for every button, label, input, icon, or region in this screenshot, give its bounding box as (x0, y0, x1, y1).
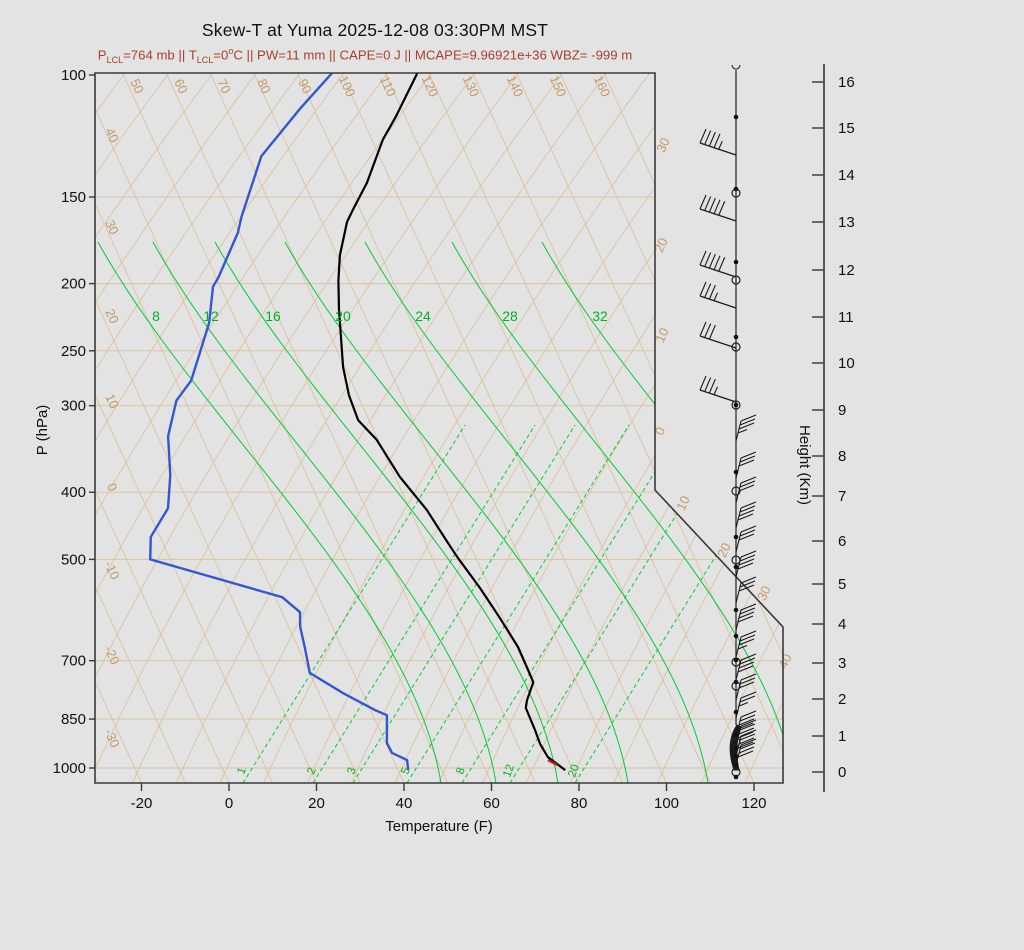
svg-text:16: 16 (265, 308, 281, 324)
svg-text:30: 30 (754, 583, 774, 602)
temperature-axis-title: Temperature (F) (385, 818, 493, 835)
sounding-profiles (149, 73, 566, 771)
svg-text:24: 24 (415, 308, 431, 324)
svg-text:700: 700 (61, 653, 86, 670)
svg-text:-20: -20 (101, 643, 123, 666)
svg-text:13: 13 (838, 214, 855, 231)
dewpoint-curve (149, 73, 410, 771)
temperature-axis: -20 0 20 40 60 80 100 120 Temperature (F) (131, 783, 767, 835)
svg-text:3: 3 (838, 655, 846, 672)
svg-text:20: 20 (102, 306, 122, 325)
svg-text:250: 250 (61, 343, 86, 360)
svg-text:120: 120 (741, 795, 766, 812)
svg-text:50: 50 (127, 76, 147, 95)
svg-text:3: 3 (345, 766, 358, 776)
svg-text:10: 10 (102, 391, 122, 410)
svg-text:0: 0 (838, 764, 846, 781)
svg-text:7: 7 (838, 488, 846, 505)
svg-text:32: 32 (592, 308, 608, 324)
moist-adiabat-labels: 8 12 16 20 24 28 321 2 3 5 8 12 20 (152, 308, 608, 779)
svg-text:90: 90 (295, 76, 315, 95)
chart-title: Skew-T at Yuma 2025-12-08 03:30PM MST (201, 20, 549, 40)
svg-text:1000: 1000 (53, 760, 86, 777)
svg-text:12: 12 (501, 763, 517, 779)
svg-text:4: 4 (838, 616, 846, 633)
pressure-axis-title: P (hPa) (34, 405, 51, 456)
svg-text:400: 400 (61, 484, 86, 501)
svg-text:40: 40 (102, 125, 122, 144)
svg-text:5: 5 (838, 576, 846, 593)
svg-text:15: 15 (838, 120, 855, 137)
svg-text:12: 12 (203, 308, 219, 324)
svg-text:850: 850 (61, 711, 86, 728)
grid-lines (95, 73, 783, 783)
isotherm-labels: 50 60 70 80 90 100 110 120 130 140 150 160403020100… (101, 73, 794, 750)
svg-text:-10: -10 (101, 558, 123, 581)
svg-text:100: 100 (61, 67, 86, 84)
svg-text:40: 40 (775, 651, 795, 670)
svg-text:14: 14 (838, 167, 855, 184)
svg-text:130: 130 (460, 73, 483, 99)
svg-text:6: 6 (838, 533, 846, 550)
svg-text:140: 140 (504, 73, 527, 99)
svg-text:160: 160 (591, 73, 614, 99)
height-axis-title: Height (Km) (796, 425, 813, 505)
svg-text:11: 11 (838, 309, 854, 326)
svg-text:8: 8 (838, 448, 846, 465)
svg-text:60: 60 (483, 795, 500, 812)
svg-text:9: 9 (838, 402, 846, 419)
svg-text:100: 100 (654, 795, 679, 812)
temperature-curve (337, 73, 566, 771)
svg-text:0: 0 (225, 795, 233, 812)
svg-text:2: 2 (838, 691, 846, 708)
svg-text:30: 30 (102, 217, 122, 236)
svg-text:0: 0 (104, 481, 121, 494)
svg-text:8: 8 (152, 308, 160, 324)
svg-text:80: 80 (571, 795, 588, 812)
chart-subtitle: PLCL=764 mb || TLCL=0oC || PW=11 mm || C… (97, 46, 633, 66)
svg-text:1: 1 (235, 766, 248, 776)
svg-text:20: 20 (308, 795, 325, 812)
svg-text:20: 20 (566, 763, 582, 779)
svg-text:-20: -20 (131, 795, 153, 812)
svg-text:200: 200 (61, 276, 86, 293)
svg-text:5: 5 (399, 766, 412, 776)
svg-text:2: 2 (305, 766, 318, 776)
svg-text:20: 20 (714, 540, 734, 559)
svg-text:1: 1 (838, 728, 846, 745)
svg-text:80: 80 (254, 76, 274, 95)
svg-text:20: 20 (651, 235, 671, 254)
parcel-segment (547, 759, 558, 767)
svg-text:28: 28 (502, 308, 518, 324)
svg-text:10: 10 (838, 355, 855, 372)
svg-text:100: 100 (336, 73, 359, 99)
svg-text:30: 30 (653, 135, 673, 154)
svg-text:60: 60 (171, 76, 191, 95)
pressure-axis: 100 150 200 250 300 400 500 700 850 1000 P (hPa) (34, 67, 95, 777)
svg-text:12: 12 (838, 262, 855, 279)
svg-text:70: 70 (214, 76, 234, 95)
svg-text:110: 110 (377, 74, 399, 99)
svg-text:10: 10 (652, 325, 672, 344)
svg-text:16: 16 (838, 74, 855, 91)
svg-text:300: 300 (61, 398, 86, 415)
svg-text:150: 150 (547, 73, 570, 99)
svg-text:8: 8 (454, 766, 467, 776)
wind-barb-column (699, 64, 757, 780)
svg-text:120: 120 (419, 73, 442, 99)
svg-text:150: 150 (61, 189, 86, 206)
plot-border (94, 72, 784, 784)
svg-text:500: 500 (61, 551, 86, 568)
svg-text:-30: -30 (101, 726, 123, 749)
svg-text:10: 10 (673, 493, 693, 512)
svg-text:0: 0 (652, 425, 669, 438)
svg-text:40: 40 (396, 795, 413, 812)
svg-text:20: 20 (335, 308, 351, 324)
